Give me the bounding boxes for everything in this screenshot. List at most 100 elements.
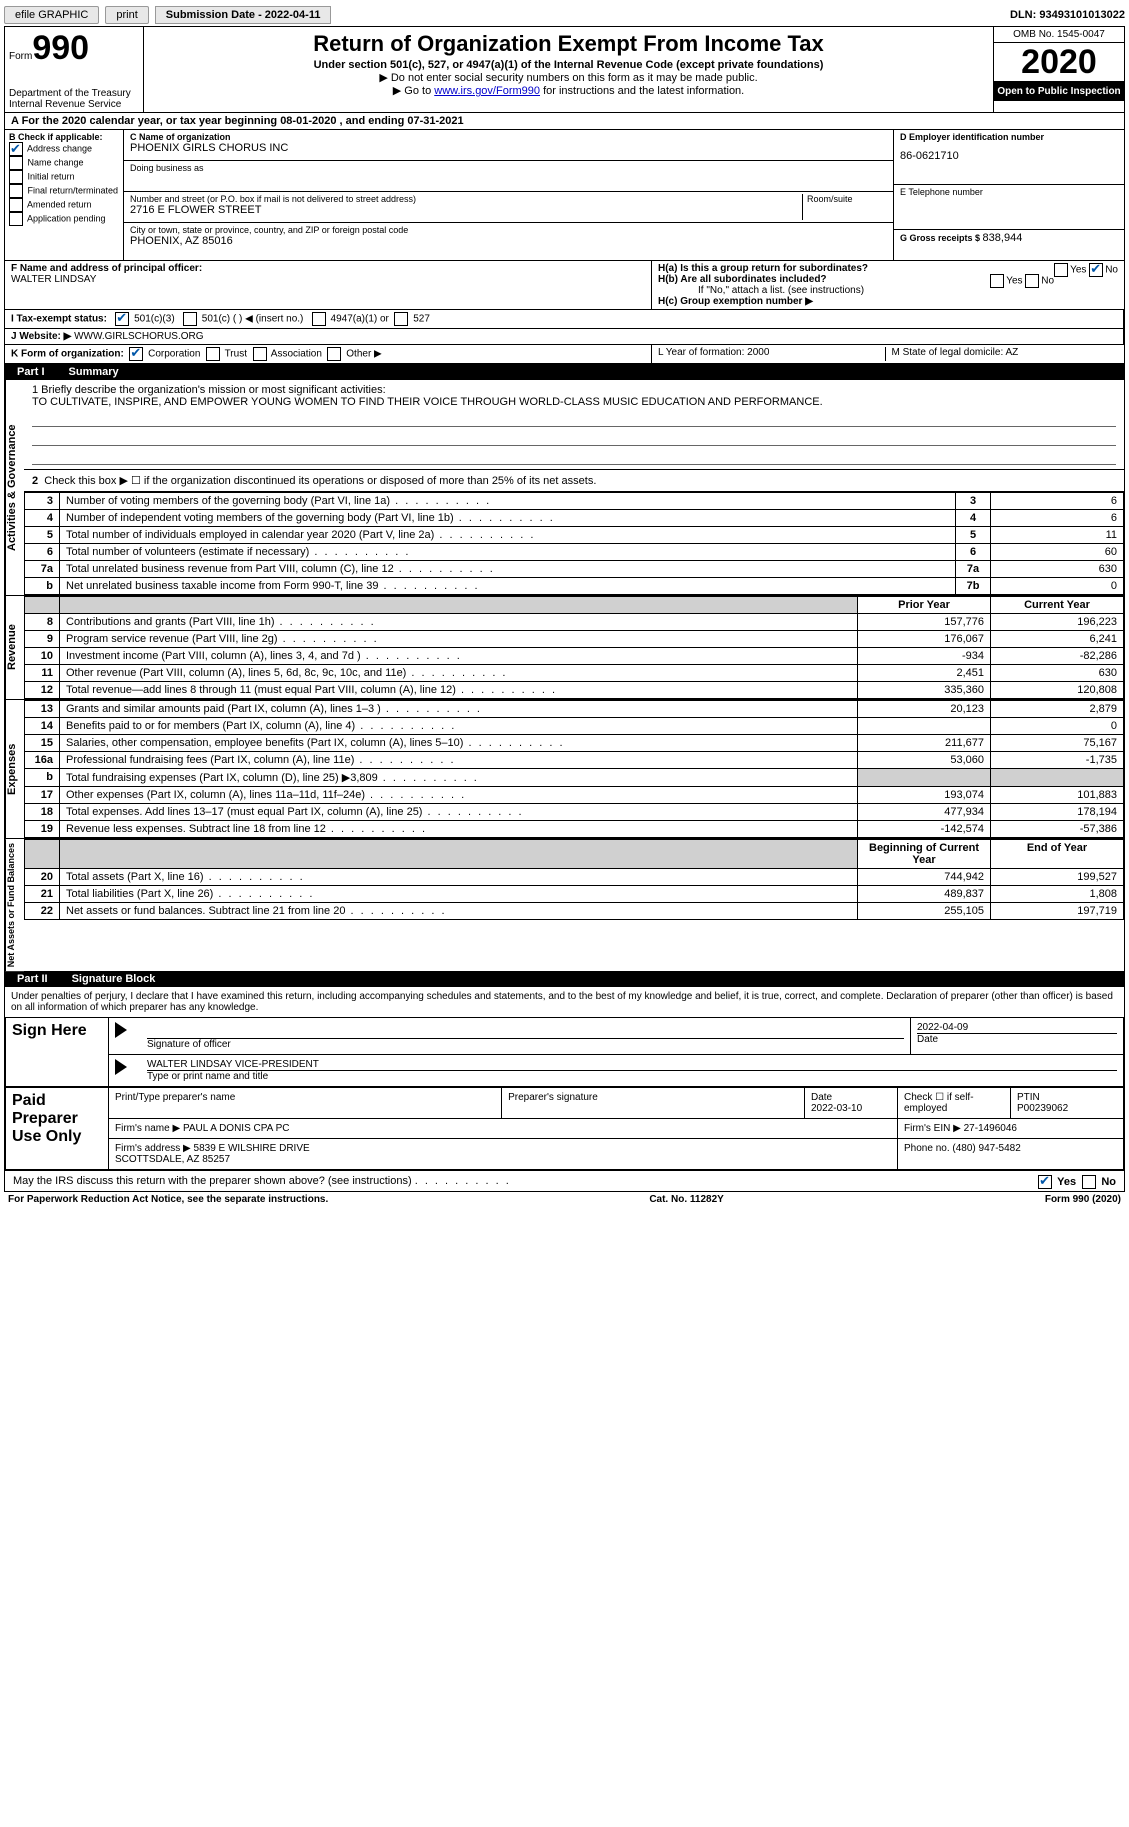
submission-date: Submission Date - 2022-04-11: [155, 6, 332, 24]
netassets-table: Beginning of Current Year End of Year 20…: [24, 839, 1124, 920]
efile-button[interactable]: efile GRAPHIC: [4, 6, 99, 24]
officer-name-label: Type or print name and title: [147, 1071, 1117, 1082]
501c-check[interactable]: [183, 312, 197, 326]
ha-yes-check[interactable]: [1054, 263, 1068, 277]
sign-here-table: Sign Here Signature of officer 2022-04-0…: [5, 1017, 1124, 1087]
paid-preparer-label: Paid Preparer Use Only: [6, 1088, 109, 1170]
table-row: 13Grants and similar amounts paid (Part …: [25, 701, 1124, 718]
ein-label: D Employer identification number: [900, 132, 1118, 142]
part2-header: Part II Signature Block: [5, 971, 1124, 987]
footer-mid: Cat. No. 11282Y: [649, 1194, 723, 1205]
self-employed-check[interactable]: Check ☐ if self-employed: [898, 1088, 1011, 1119]
table-row: 21Total liabilities (Part X, line 26)489…: [25, 886, 1124, 903]
row-j: J Website: ▶ WWW.GIRLSCHORUS.ORG: [5, 329, 1124, 345]
table-row: 15Salaries, other compensation, employee…: [25, 735, 1124, 752]
box-b: B Check if applicable: Address change Na…: [5, 130, 124, 260]
firm-name: PAUL A DONIS CPA PC: [183, 1123, 290, 1134]
table-row: 19Revenue less expenses. Subtract line 1…: [25, 821, 1124, 838]
boxb-item[interactable]: Address change: [9, 142, 119, 156]
footer-left: For Paperwork Reduction Act Notice, see …: [8, 1194, 328, 1205]
officer-label: F Name and address of principal officer:: [11, 263, 202, 274]
form-container: Form990 Department of the Treasury Inter…: [4, 26, 1125, 1192]
top-toolbar: efile GRAPHIC print Submission Date - 20…: [4, 4, 1125, 26]
table-row: 17Other expenses (Part IX, column (A), l…: [25, 787, 1124, 804]
gross-label: G Gross receipts $: [900, 233, 983, 243]
tax-year: 2020: [994, 43, 1124, 82]
boxb-item[interactable]: Initial return: [9, 170, 119, 184]
q2-label: Check this box ▶ ☐ if the organization d…: [44, 475, 596, 487]
table-row: 20Total assets (Part X, line 16)744,9421…: [25, 869, 1124, 886]
table-row: 10Investment income (Part VIII, column (…: [25, 648, 1124, 665]
discuss-yes-check[interactable]: [1038, 1175, 1052, 1189]
tax-period: A For the 2020 calendar year, or tax yea…: [5, 113, 1124, 130]
governance-table: 3Number of voting members of the governi…: [24, 492, 1124, 595]
sign-date-label: Date: [917, 1033, 1117, 1045]
form-word: Form: [9, 51, 32, 62]
org-name: PHOENIX GIRLS CHORUS INC: [130, 142, 887, 154]
table-row: 4Number of independent voting members of…: [25, 510, 1124, 527]
row-f-h: F Name and address of principal officer:…: [5, 261, 1124, 310]
hb-label: H(b) Are all subordinates included?: [658, 274, 827, 285]
table-row: bTotal fundraising expenses (Part IX, co…: [25, 769, 1124, 787]
firm-ein: 27-1496046: [964, 1123, 1017, 1134]
form-title: Return of Organization Exempt From Incom…: [150, 31, 987, 57]
part1-title: Summary: [69, 366, 119, 378]
year-formation: L Year of formation: 2000: [658, 347, 886, 361]
assoc-check[interactable]: [253, 347, 267, 361]
omb-number: OMB No. 1545-0047: [994, 27, 1124, 43]
goto-note: ▶ Go to www.irs.gov/Form990 for instruct…: [150, 84, 987, 97]
revenue-table: Prior Year Current Year 8Contributions a…: [24, 596, 1124, 699]
501c3-check[interactable]: [115, 312, 129, 326]
end-year-hdr: End of Year: [991, 840, 1124, 869]
boxb-item[interactable]: Name change: [9, 156, 119, 170]
table-row: bNet unrelated business taxable income f…: [25, 578, 1124, 595]
dept-treasury: Department of the Treasury Internal Reve…: [9, 88, 139, 110]
ssn-note: ▶ Do not enter social security numbers o…: [150, 71, 987, 84]
table-row: 7aTotal unrelated business revenue from …: [25, 561, 1124, 578]
org-name-label: C Name of organization: [130, 132, 887, 142]
hb-no-check[interactable]: [1025, 274, 1039, 288]
footer-right: Form 990 (2020): [1045, 1194, 1121, 1205]
table-row: 5Total number of individuals employed in…: [25, 527, 1124, 544]
hc-label: H(c) Group exemption number ▶: [658, 296, 813, 307]
curr-year-hdr: Current Year: [991, 597, 1124, 614]
dln: DLN: 93493101013022: [1010, 9, 1125, 21]
boxb-item[interactable]: Amended return: [9, 198, 119, 212]
4947-check[interactable]: [312, 312, 326, 326]
box-d: D Employer identification number 86-0621…: [894, 130, 1124, 260]
form-org-label: K Form of organization:: [11, 349, 124, 360]
other-check[interactable]: [327, 347, 341, 361]
527-check[interactable]: [394, 312, 408, 326]
boxb-item[interactable]: Application pending: [9, 212, 119, 226]
open-inspection: Open to Public Inspection: [994, 82, 1124, 101]
table-row: 22Net assets or fund balances. Subtract …: [25, 903, 1124, 920]
hb-yes-check[interactable]: [990, 274, 1004, 288]
table-row: 8Contributions and grants (Part VIII, li…: [25, 614, 1124, 631]
officer-name: WALTER LINDSAY: [11, 274, 96, 285]
identity-block: B Check if applicable: Address change Na…: [5, 130, 1124, 261]
corp-check[interactable]: [129, 347, 143, 361]
ha-no-check[interactable]: [1089, 263, 1103, 277]
print-button[interactable]: print: [105, 6, 148, 24]
part1-num: Part I: [13, 366, 49, 378]
boxb-item[interactable]: Final return/terminated: [9, 184, 119, 198]
side-expenses: Expenses: [5, 700, 24, 838]
mission-text: TO CULTIVATE, INSPIRE, AND EMPOWER YOUNG…: [32, 396, 1116, 408]
prep-name-label: Print/Type preparer's name: [109, 1088, 502, 1119]
ptin: P00239062: [1017, 1103, 1068, 1114]
paid-preparer-table: Paid Preparer Use Only Print/Type prepar…: [5, 1087, 1124, 1170]
addr-label: Number and street (or P.O. box if mail i…: [130, 194, 798, 204]
arrow-icon: [115, 1022, 127, 1038]
row-k: K Form of organization: Corporation Trus…: [5, 345, 1124, 364]
declaration: Under penalties of perjury, I declare th…: [5, 987, 1124, 1017]
table-row: 18Total expenses. Add lines 13–17 (must …: [25, 804, 1124, 821]
irs-link[interactable]: www.irs.gov/Form990: [434, 85, 540, 97]
trust-check[interactable]: [206, 347, 220, 361]
arrow-icon: [115, 1059, 127, 1075]
part2-title: Signature Block: [72, 973, 156, 985]
mission-block: 1 Briefly describe the organization's mi…: [24, 380, 1124, 470]
ein: 86-0621710: [900, 150, 1118, 162]
table-row: 11Other revenue (Part VIII, column (A), …: [25, 665, 1124, 682]
side-netassets: Net Assets or Fund Balances: [5, 839, 24, 971]
discuss-no-check[interactable]: [1082, 1175, 1096, 1189]
